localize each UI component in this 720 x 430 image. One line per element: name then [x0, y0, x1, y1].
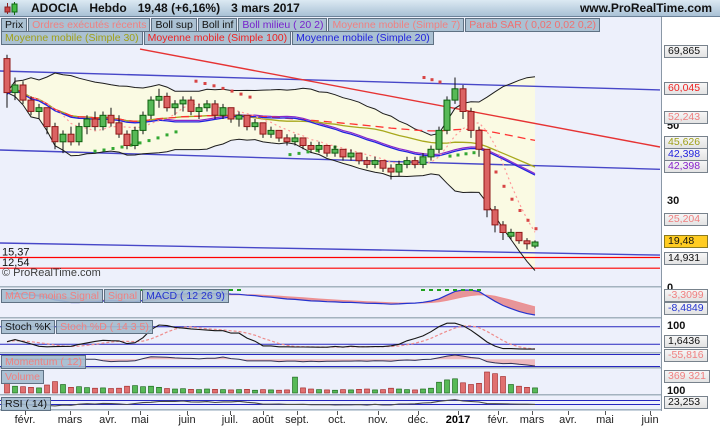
month-label: févr. [14, 414, 36, 426]
section-separator [0, 352, 720, 354]
indicator-tab-momentum-12[interactable]: Momentum ( 12) [1, 355, 87, 369]
month-tick [418, 411, 419, 415]
quote-date: 3 mars 2017 [231, 1, 300, 15]
month-label: mars [57, 414, 83, 426]
indicator-tab-rsi-14[interactable]: RSI ( 14) [1, 397, 52, 411]
section-separator [0, 367, 720, 369]
month-tick [297, 411, 298, 415]
indicator-tab-ordres-ex-cut-s-r-cents[interactable]: Ordres exécutés récents [28, 18, 151, 32]
indicator-tab-moyenne-mobile-simple-7[interactable]: Moyenne mobile (Simple 7) [328, 18, 465, 32]
indicator-tab-macd-moins-signal[interactable]: MACD moins Signal [1, 289, 103, 303]
indicator-tab-moyenne-mobile-simple-20[interactable]: Moyenne mobile (Simple 20) [292, 31, 434, 45]
section-separator [0, 394, 720, 396]
month-tick [568, 411, 569, 415]
month-label: avr. [559, 414, 577, 426]
month-tick [650, 411, 651, 415]
month-tick [108, 411, 109, 415]
month-label: sept. [285, 414, 309, 426]
month-tick [140, 411, 141, 415]
price-axis-column[interactable] [661, 17, 720, 411]
month-tick [458, 411, 459, 415]
momentum-panel[interactable] [0, 354, 661, 367]
indicator-tab-moyenne-mobile-simple-100[interactable]: Moyenne mobile (Simple 100) [143, 31, 292, 45]
month-label: déc. [407, 414, 429, 426]
month-label: févr. [487, 414, 509, 426]
month-tick [70, 411, 71, 415]
price-change: (+6,16%) [171, 1, 221, 15]
indicator-tab-stoch-%k[interactable]: Stoch %K [1, 320, 56, 334]
month-tick [25, 411, 26, 415]
month-tick [378, 411, 379, 415]
candlestick-icon [4, 1, 18, 15]
prorealtime-watermark: www.ProRealTime.com [579, 1, 712, 15]
volume-panel[interactable] [0, 369, 661, 394]
last-price: 19,48 [137, 1, 168, 15]
month-label: juil. [221, 414, 239, 426]
month-tick [532, 411, 533, 415]
indicator-tab-signal[interactable]: Signal [103, 289, 142, 303]
copyright-watermark: © ProRealTime.com [2, 267, 101, 279]
chart-titlebar: ADOCIA Hebdo 19,48 (+6,16%) 3 mars 2017 … [0, 0, 720, 17]
main-price-chart[interactable]: 15,37 12,54 [0, 17, 661, 286]
last-price-and-change: 19,48 (+6,16%) [138, 1, 220, 15]
indicator-tab-prix[interactable]: Prix [1, 18, 28, 32]
month-tick [187, 411, 188, 415]
indicator-tab-boll-inf[interactable]: Boll inf [197, 18, 238, 32]
svg-text:12,54: 12,54 [2, 257, 30, 269]
month-tick [605, 411, 606, 415]
month-label: avr. [99, 414, 117, 426]
indicator-tab-stoch-%d-14-3-5[interactable]: Stoch %D ( 14 3 5) [56, 320, 153, 334]
month-label: août [252, 414, 274, 426]
month-tick [337, 411, 338, 415]
indicator-tab-boll-milieu-20-2[interactable]: Boll milieu ( 20 2) [238, 18, 328, 32]
month-label: nov. [368, 414, 388, 426]
stochastic-panel[interactable] [0, 319, 661, 352]
month-tick [230, 411, 231, 415]
month-tick [263, 411, 264, 415]
section-separator [0, 409, 720, 411]
indicator-tab-boll-sup[interactable]: Boll sup [151, 18, 197, 32]
month-label: mai [596, 414, 614, 426]
svg-text:15,37: 15,37 [2, 247, 30, 259]
month-tick [498, 411, 499, 415]
indicator-tab-parab-sar-0-02-0-02-0-2[interactable]: Parab SAR ( 0,02 0,02 0,2) [465, 18, 600, 32]
indicator-tab-moyenne-mobile-simple-30[interactable]: Moyenne mobile (Simple 30) [1, 31, 143, 45]
month-label: juin [641, 414, 659, 426]
indicator-tab-macd-12-26-9[interactable]: MACD ( 12 26 9) [142, 289, 229, 303]
month-label: 2017 [445, 414, 471, 426]
rsi-panel[interactable] [0, 396, 661, 409]
time-axis[interactable]: févr. mars avr. mai juin juil. août sept. oct. no… [0, 411, 720, 430]
instrument-name: ADOCIA [31, 1, 79, 15]
month-label: juin [178, 414, 196, 426]
indicator-tab-volume[interactable]: Volume [1, 370, 45, 384]
month-label: mai [131, 414, 149, 426]
month-label: mars [519, 414, 545, 426]
timeframe-label: Hebdo [89, 1, 127, 15]
section-separator [0, 317, 720, 319]
section-separator [0, 286, 720, 288]
month-label: oct. [328, 414, 346, 426]
